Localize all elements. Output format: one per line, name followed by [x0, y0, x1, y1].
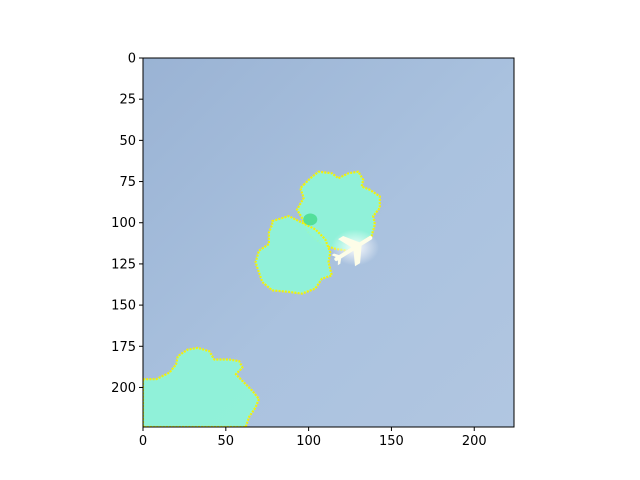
- y-tick-label: 25: [119, 93, 136, 108]
- y-tick-label: 75: [119, 175, 136, 190]
- y-tick-label: 150: [111, 299, 136, 314]
- y-tick-label: 125: [111, 257, 136, 272]
- x-tick-label: 0: [139, 434, 147, 449]
- airplane: [331, 229, 379, 267]
- lower-region: [143, 346, 260, 427]
- x-tick-label: 200: [462, 434, 487, 449]
- y-tick-label: 200: [111, 381, 136, 396]
- green-patch: [303, 213, 318, 226]
- middle-region: [254, 215, 333, 295]
- y-tick-label: 100: [111, 216, 136, 231]
- axes-frame: [142, 57, 515, 428]
- x-tick-label: 50: [218, 434, 235, 449]
- y-tick-label: 50: [119, 134, 136, 149]
- image-axes: 0 50 100 150 200 0 25 50 75 100 125 150 175 200: [111, 52, 515, 449]
- y-tick-label: 0: [128, 52, 136, 67]
- x-tick-label: 150: [379, 434, 404, 449]
- y-axis-ticks: 0 25 50 75 100 125 150 175 200: [111, 52, 143, 396]
- x-tick-label: 100: [296, 434, 321, 449]
- x-axis-ticks: 0 50 100 150 200: [139, 427, 487, 449]
- y-tick-label: 175: [111, 340, 136, 355]
- airplane-shape: [331, 235, 373, 267]
